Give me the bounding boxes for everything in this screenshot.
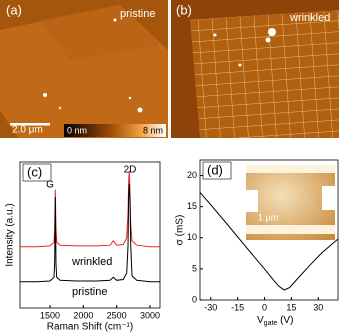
- colorbar: [64, 124, 166, 137]
- x-axis-label-part: gate: [264, 320, 278, 327]
- image-label: pristine: [120, 8, 155, 20]
- panel-label-box: [202, 161, 232, 180]
- inset-scale-label: 1 μm: [258, 212, 278, 222]
- data-line: [20, 183, 160, 283]
- x-tick-label: 1500: [40, 310, 60, 320]
- x-tick-label: 30: [313, 302, 323, 312]
- x-tick-label: 3000: [140, 310, 160, 320]
- plot-frame: [19, 161, 161, 309]
- x-tick-label: -30: [204, 302, 217, 312]
- afm-image-b: (b) wrinkled: [171, 0, 339, 138]
- panel-label: (a): [6, 2, 22, 17]
- y-tick-label: 15: [187, 201, 197, 211]
- y-tick-label: 20: [187, 170, 197, 180]
- image-label: wrinkled: [289, 12, 330, 24]
- panel-label-box: [22, 163, 52, 182]
- x-axis-label-part: (V): [277, 315, 293, 326]
- y-tick-label: 0: [192, 294, 197, 304]
- colorbar-label: 8 nm: [143, 125, 163, 135]
- inset-image: 1 μm: [246, 165, 335, 240]
- x-tick-label: 0: [262, 302, 267, 312]
- colorbar-label: 0 nm: [67, 125, 87, 135]
- x-tick-label: 2500: [107, 310, 127, 320]
- series-label: pristine: [72, 286, 107, 298]
- peak-label: G: [46, 180, 54, 191]
- x-axis-label: Raman Shift (cm⁻¹): [47, 322, 133, 333]
- data-line: [199, 192, 339, 291]
- scale-bar: [10, 123, 50, 126]
- scale-bar-label: 2.0 μm: [12, 125, 43, 136]
- y-axis-label: σ (mS): [175, 215, 186, 246]
- x-tick-label: 2000: [73, 310, 93, 320]
- plot-frame: [199, 159, 339, 301]
- x-tick-label: 15: [286, 302, 296, 312]
- panel-label: (b): [176, 2, 192, 17]
- afm-image-a: (a) pristine 2.0 μm 0 nm 8 nm: [0, 0, 168, 138]
- x-axis-label: Vgate (V): [257, 315, 293, 327]
- peak-label: 2D: [124, 165, 137, 176]
- data-line: [20, 170, 160, 248]
- panel-label: (c): [27, 164, 42, 179]
- x-tick-label: -15: [231, 302, 244, 312]
- y-tick-label: 5: [192, 263, 197, 273]
- panel-label: (d): [207, 162, 223, 177]
- y-tick-label: 10: [187, 232, 197, 242]
- y-axis-label: Intensity (a.u.): [5, 203, 16, 266]
- series-label: wrinkled: [71, 256, 112, 268]
- x-axis-label-part: V: [257, 315, 264, 326]
